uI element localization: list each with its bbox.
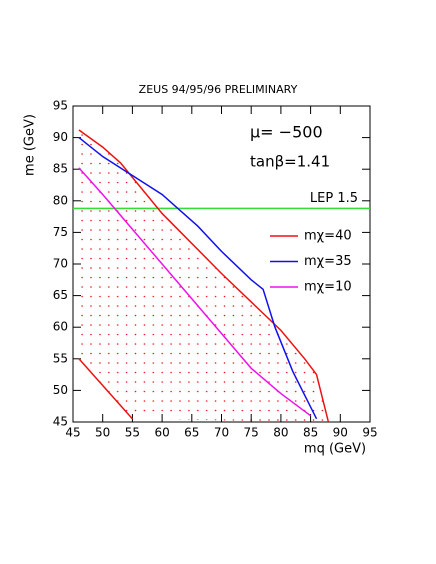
y-tick-label: 85: [53, 162, 68, 176]
legend-label: mχ=35: [304, 254, 352, 269]
y-tick-label: 90: [53, 130, 68, 144]
y-tick-label: 60: [53, 320, 68, 334]
x-tick-label: 50: [95, 426, 110, 440]
series-line: [78, 129, 330, 423]
excluded-region: [78, 130, 329, 423]
x-tick-label: 80: [273, 426, 288, 440]
chart-title: ZEUS 94/95/96 PRELIMINARY: [139, 83, 298, 96]
x-tick-label: 55: [125, 426, 140, 440]
x-tick-label: 90: [333, 426, 348, 440]
y-tick-label: 95: [53, 99, 68, 113]
legend-label: mχ=10: [304, 280, 352, 295]
y-tick-label: 80: [53, 193, 68, 207]
y-tick-label: 70: [53, 257, 68, 271]
series-line: [78, 167, 312, 417]
x-tick-label: 70: [214, 426, 229, 440]
reference-label: LEP 1.5: [310, 191, 358, 206]
x-tick-label: 85: [303, 426, 318, 440]
x-tick-label: 75: [244, 426, 259, 440]
x-tick-label: 45: [65, 426, 80, 440]
series-line: [78, 137, 318, 420]
y-tick-label: 45: [53, 415, 68, 429]
x-axis-label: mq (GeV): [304, 442, 366, 457]
x-tick-label: 60: [154, 426, 169, 440]
annotation: μ= −500: [250, 123, 323, 142]
legend-label: mχ=40: [304, 229, 352, 244]
x-tick-label: 95: [362, 426, 377, 440]
annotation: tanβ=1.41: [250, 153, 330, 171]
y-axis-label: me (GeV): [23, 114, 38, 176]
x-tick-label: 65: [184, 426, 199, 440]
y-tick-label: 50: [53, 383, 68, 397]
y-tick-label: 55: [53, 351, 68, 365]
y-tick-label: 65: [53, 288, 68, 302]
y-tick-label: 75: [53, 225, 68, 239]
